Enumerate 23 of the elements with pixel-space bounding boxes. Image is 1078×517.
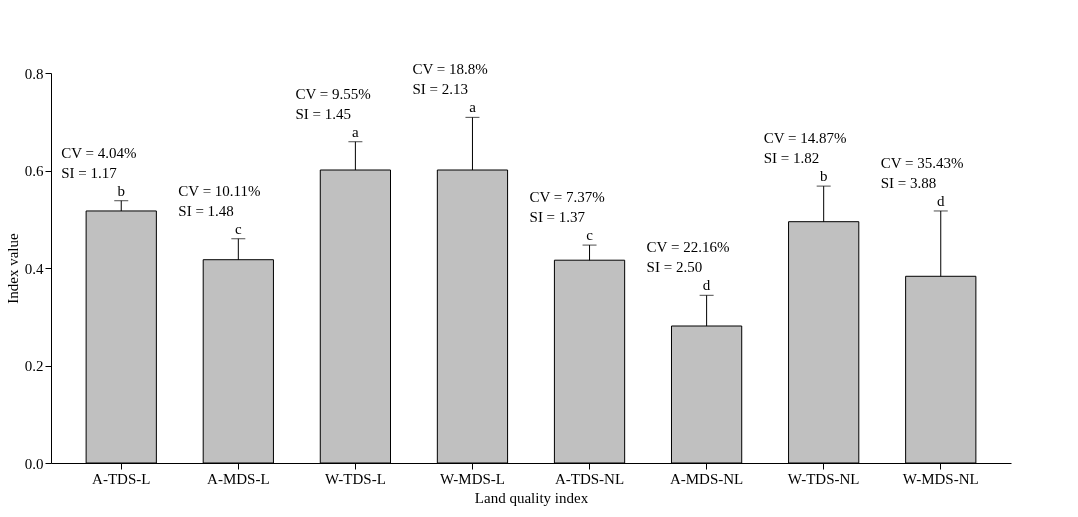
x-tick-label: A-TDS-L [92,470,151,487]
annotation: c [586,227,594,244]
x-tick-label: W-TDS-NL [787,470,860,487]
x-tick-label: W-MDS-L [439,470,505,487]
x-tick-label: A-MDS-L [207,470,270,487]
annotation: d [702,277,711,294]
annotation: d [937,192,946,209]
y-axis-title: Index value [4,232,21,304]
y-tick-label: 0.2 [24,358,44,374]
y-tick-label: 0.6 [24,163,44,179]
annotation: b [819,168,828,185]
annotation: b [117,182,125,199]
y-tick-label: 0.8 [24,65,44,82]
x-tick-label: A-MDS-NL [669,470,744,487]
x-axis-title: Land quality index [474,489,589,506]
x-tick-label: W-TDS-L [324,470,386,487]
annotation: a [352,123,360,140]
x-tick-label: W-MDS-NL [902,470,979,487]
y-tick-label: 0.4 [24,260,44,277]
annotation: a [469,99,477,116]
y-tick-label: 0.0 [24,455,44,472]
x-tick-label: A-TDS-NL [554,470,625,487]
annotation: c [234,220,242,237]
